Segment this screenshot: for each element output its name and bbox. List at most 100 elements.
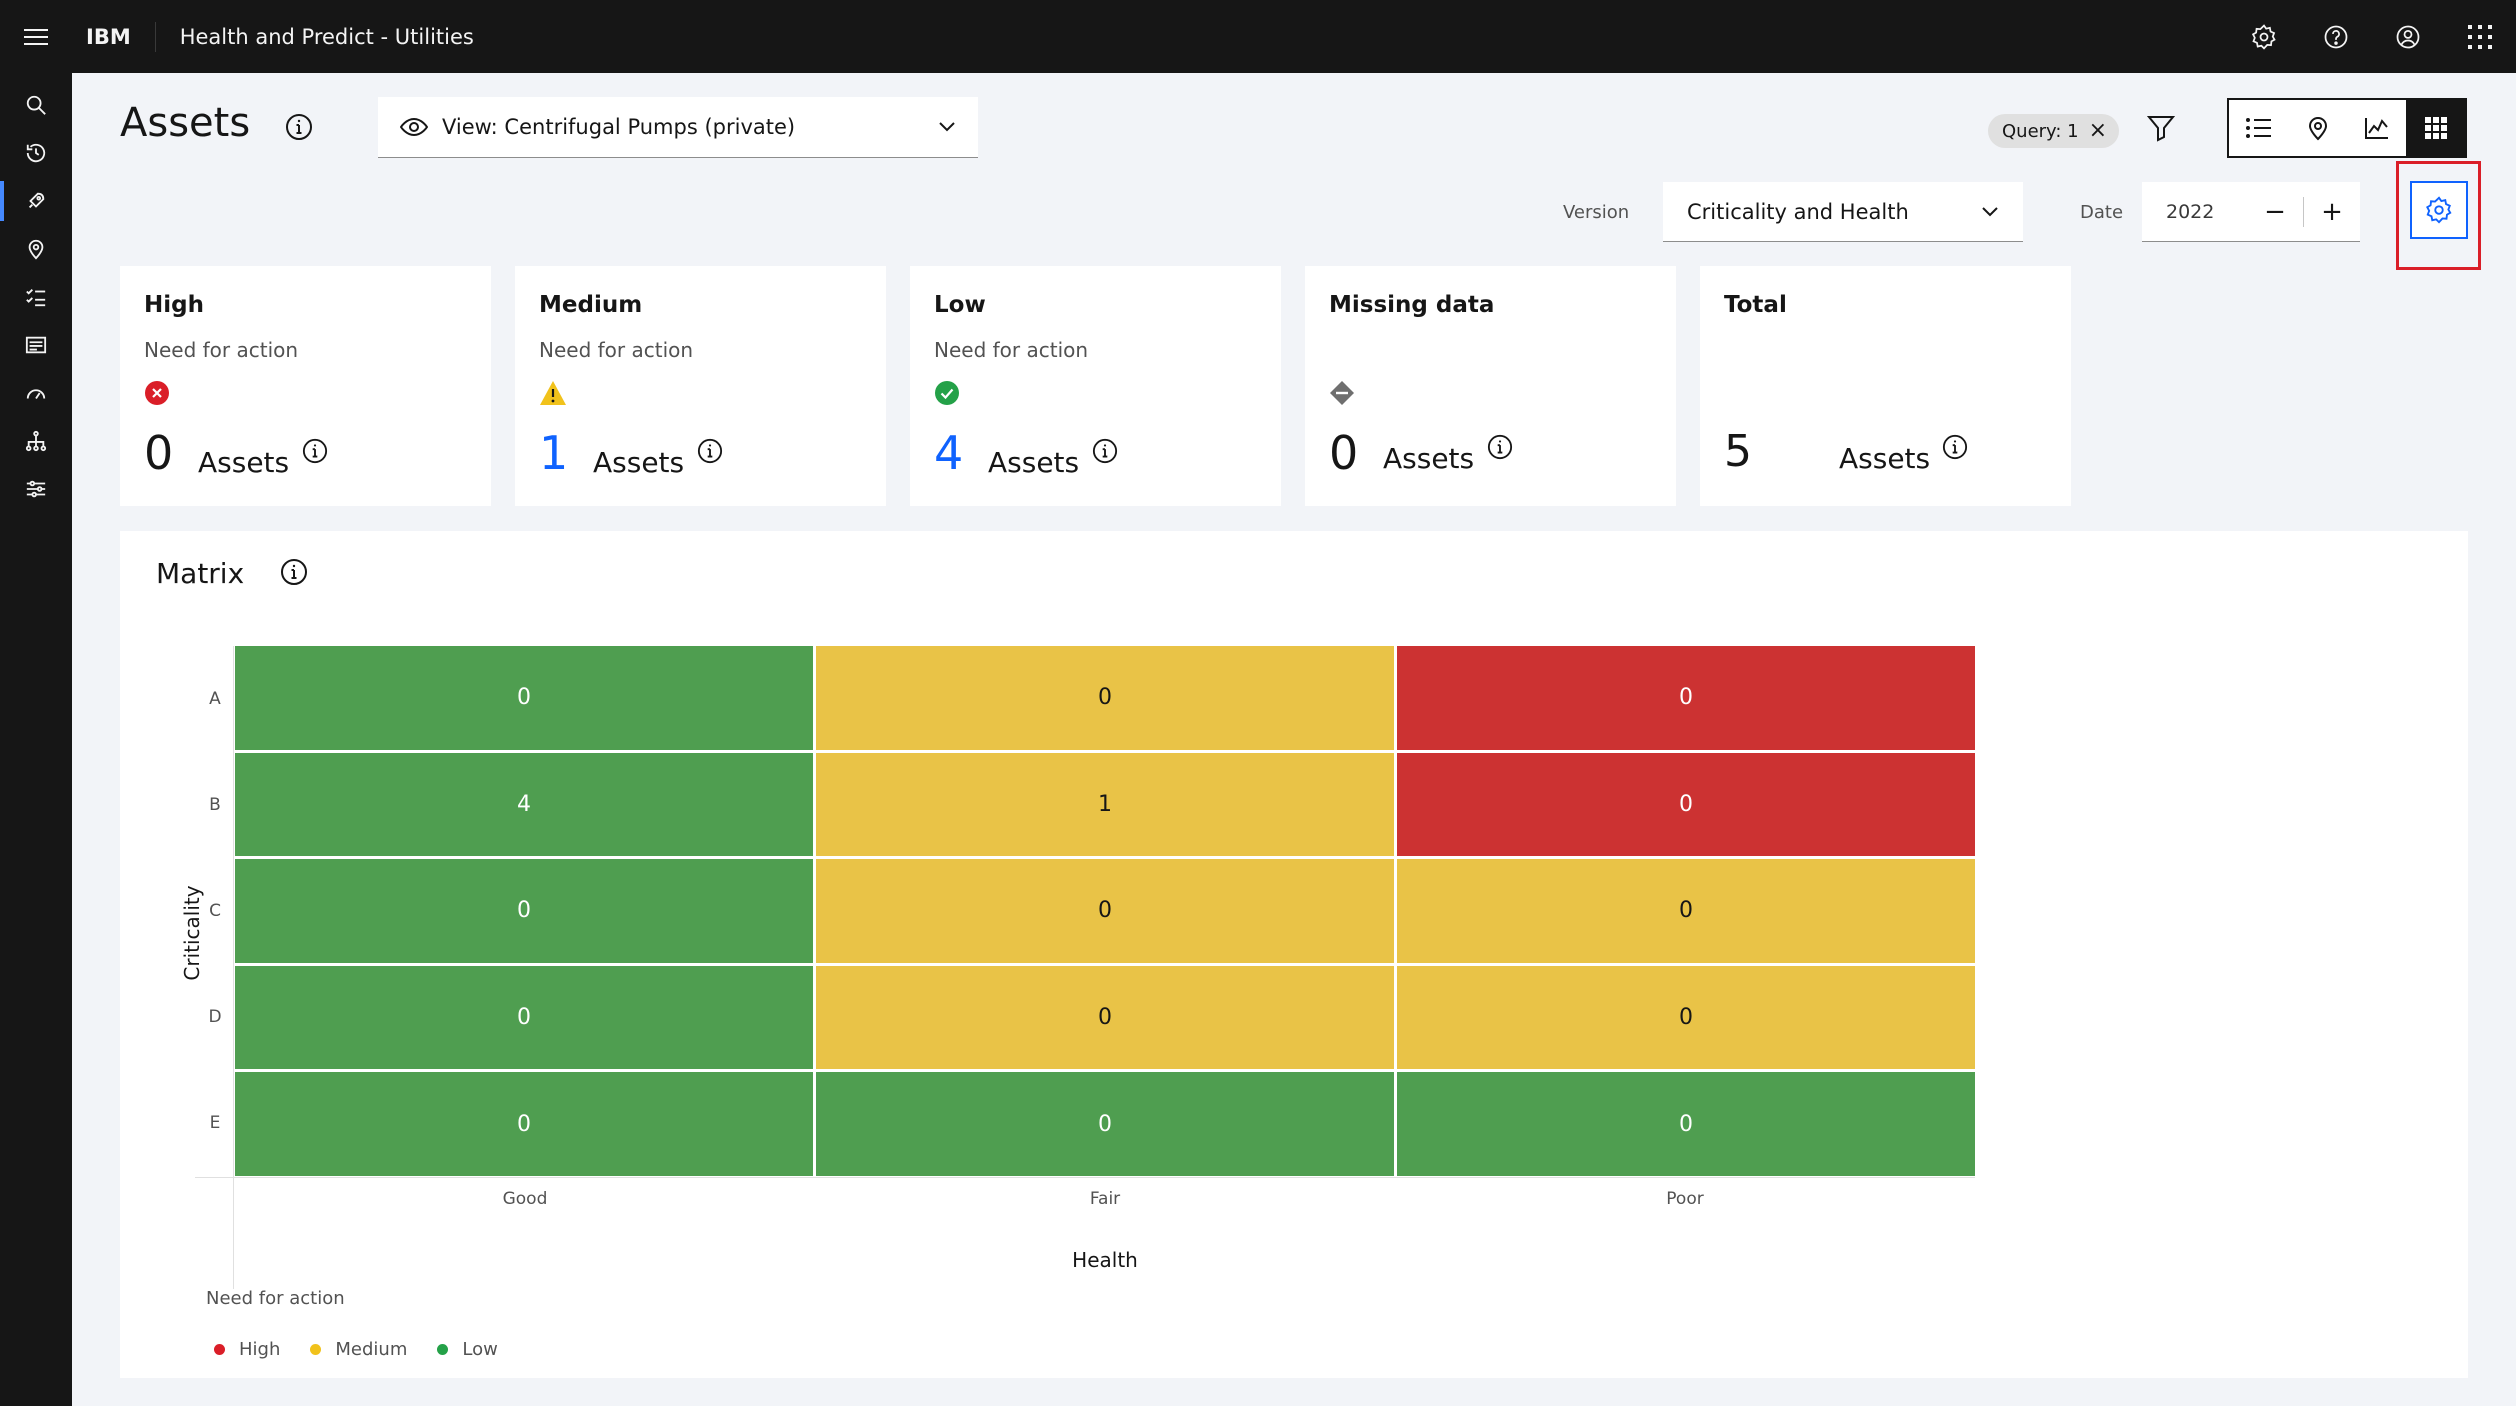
menu-icon[interactable] [0, 0, 72, 73]
legend-item-low[interactable]: Low [437, 1339, 498, 1360]
chart-view-icon[interactable] [2347, 100, 2406, 156]
decrement-button[interactable]: − [2264, 196, 2286, 227]
date-label: Date [2080, 202, 2124, 223]
row-label: E [209, 1113, 221, 1133]
matrix-cell[interactable]: 0 [235, 646, 813, 750]
x-axis-title: Health [1072, 1248, 1138, 1272]
info-icon[interactable] [1092, 438, 1118, 468]
matrix-cell[interactable]: 0 [235, 859, 813, 963]
matrix-cell[interactable]: 0 [816, 646, 1394, 750]
settings-icon [2424, 195, 2454, 225]
checklist-icon[interactable] [0, 273, 72, 321]
dashboard-icon[interactable] [0, 321, 72, 369]
sliders-icon[interactable] [0, 465, 72, 513]
legend-item-medium[interactable]: Medium [310, 1339, 407, 1360]
location-icon[interactable] [0, 225, 72, 273]
settings-icon[interactable] [2228, 0, 2300, 73]
info-icon[interactable] [1487, 434, 1513, 464]
matrix-cell[interactable]: 0 [1397, 1072, 1975, 1176]
checkmark-filled-icon [934, 380, 960, 410]
card-low[interactable]: Low Need for action 4 Assets [910, 266, 1281, 506]
matrix-title: Matrix [156, 557, 245, 590]
matrix-cell[interactable]: 0 [235, 1072, 813, 1176]
date-stepper: 2022 − + [2142, 182, 2360, 242]
column-label: Good [502, 1189, 548, 1209]
highlight-box [2396, 161, 2481, 270]
legend-item-high[interactable]: High [214, 1339, 280, 1360]
card-title: High [144, 292, 204, 318]
card-unit: Assets [198, 446, 290, 479]
matrix-cell[interactable]: 0 [1397, 965, 1975, 1070]
legend-label: High [239, 1339, 281, 1360]
matrix-view-icon[interactable] [2406, 100, 2465, 156]
row-label: A [209, 689, 221, 709]
error-filled-icon [144, 380, 170, 410]
diamond-missing-icon [1329, 380, 1355, 410]
info-icon[interactable] [1942, 434, 1968, 464]
legend-dot [310, 1344, 322, 1355]
summary-cards: High Need for action 0 Assets Medium Nee… [120, 266, 2095, 506]
top-header: IBM Health and Predict - Utilities [0, 0, 2516, 73]
brand-name[interactable]: IBM [72, 21, 156, 52]
hierarchy-icon[interactable] [0, 417, 72, 465]
view-switcher [2227, 98, 2467, 158]
list-view-icon[interactable] [2229, 100, 2288, 156]
matrix-cell[interactable]: 1 [816, 752, 1394, 857]
view-dropdown[interactable]: View: Centrifugal Pumps (private) [378, 97, 978, 158]
product-name[interactable]: Health and Predict - Utilities [179, 24, 474, 49]
date-input[interactable]: 2022 [2166, 200, 2215, 223]
legend-dot [214, 1344, 225, 1355]
help-icon[interactable] [2300, 0, 2372, 73]
card-count: 1 [539, 426, 569, 480]
chevron-down-icon [938, 121, 956, 133]
row-label: C [209, 901, 221, 921]
increment-button[interactable]: + [2321, 196, 2343, 227]
version-dropdown-value: Criticality and Health [1687, 199, 1909, 224]
matrix-settings-button[interactable] [2410, 181, 2468, 239]
card-title: Missing data [1329, 292, 1495, 318]
column-labels: Good Fair Poor [235, 1189, 1975, 1209]
legend-dot [437, 1344, 449, 1355]
matrix-cell[interactable]: 0 [235, 965, 813, 1070]
search-icon[interactable] [0, 81, 72, 129]
stepper-divider [2303, 196, 2304, 227]
page-title: Assets [120, 100, 251, 146]
version-label: Version [1563, 202, 1630, 223]
matrix-cell[interactable]: 0 [816, 1072, 1394, 1176]
card-subtitle: Need for action [539, 338, 694, 362]
close-icon[interactable]: × [2088, 118, 2108, 143]
info-icon[interactable] [302, 438, 328, 468]
info-icon[interactable] [697, 438, 723, 468]
version-dropdown[interactable]: Criticality and Health [1663, 182, 2023, 242]
meter-icon[interactable] [0, 369, 72, 417]
x-axis-line [195, 1177, 1975, 1178]
info-icon[interactable] [280, 558, 308, 590]
card-subtitle: Need for action [934, 338, 1089, 362]
card-medium[interactable]: Medium Need for action 1 Assets [515, 266, 886, 506]
view-dropdown-label: View: Centrifugal Pumps (private) [442, 115, 796, 139]
card-high[interactable]: High Need for action 0 Assets [120, 266, 491, 506]
matrix-cell[interactable]: 0 [816, 859, 1394, 963]
y-axis-line [233, 646, 234, 1289]
card-missing-data[interactable]: Missing data 0 Assets [1305, 266, 1676, 506]
app-switcher-icon[interactable] [2444, 0, 2516, 73]
matrix-cell[interactable]: 0 [1397, 646, 1975, 750]
card-count: 0 [1329, 426, 1359, 480]
matrix-cell[interactable]: 0 [816, 965, 1394, 1070]
matrix-cell[interactable]: 0 [1397, 859, 1975, 963]
user-avatar-icon[interactable] [2372, 0, 2444, 73]
card-count: 5 [1724, 426, 1752, 477]
left-nav-rail [0, 73, 72, 1406]
card-total[interactable]: Total 5 Assets [1700, 266, 2071, 506]
column-label: Fair [1089, 1189, 1121, 1209]
info-icon[interactable] [285, 113, 313, 145]
query-tag-label: Query: 1 [2002, 120, 2079, 142]
matrix-cell[interactable]: 4 [235, 752, 813, 857]
recent-icon[interactable] [0, 129, 72, 177]
legend-label: Low [462, 1339, 498, 1360]
filter-icon[interactable] [2146, 113, 2176, 147]
map-view-icon[interactable] [2288, 100, 2347, 156]
matrix-cell[interactable]: 0 [1397, 752, 1975, 857]
query-tag[interactable]: Query: 1 × [1988, 114, 2120, 148]
rocket-icon[interactable] [0, 177, 72, 225]
